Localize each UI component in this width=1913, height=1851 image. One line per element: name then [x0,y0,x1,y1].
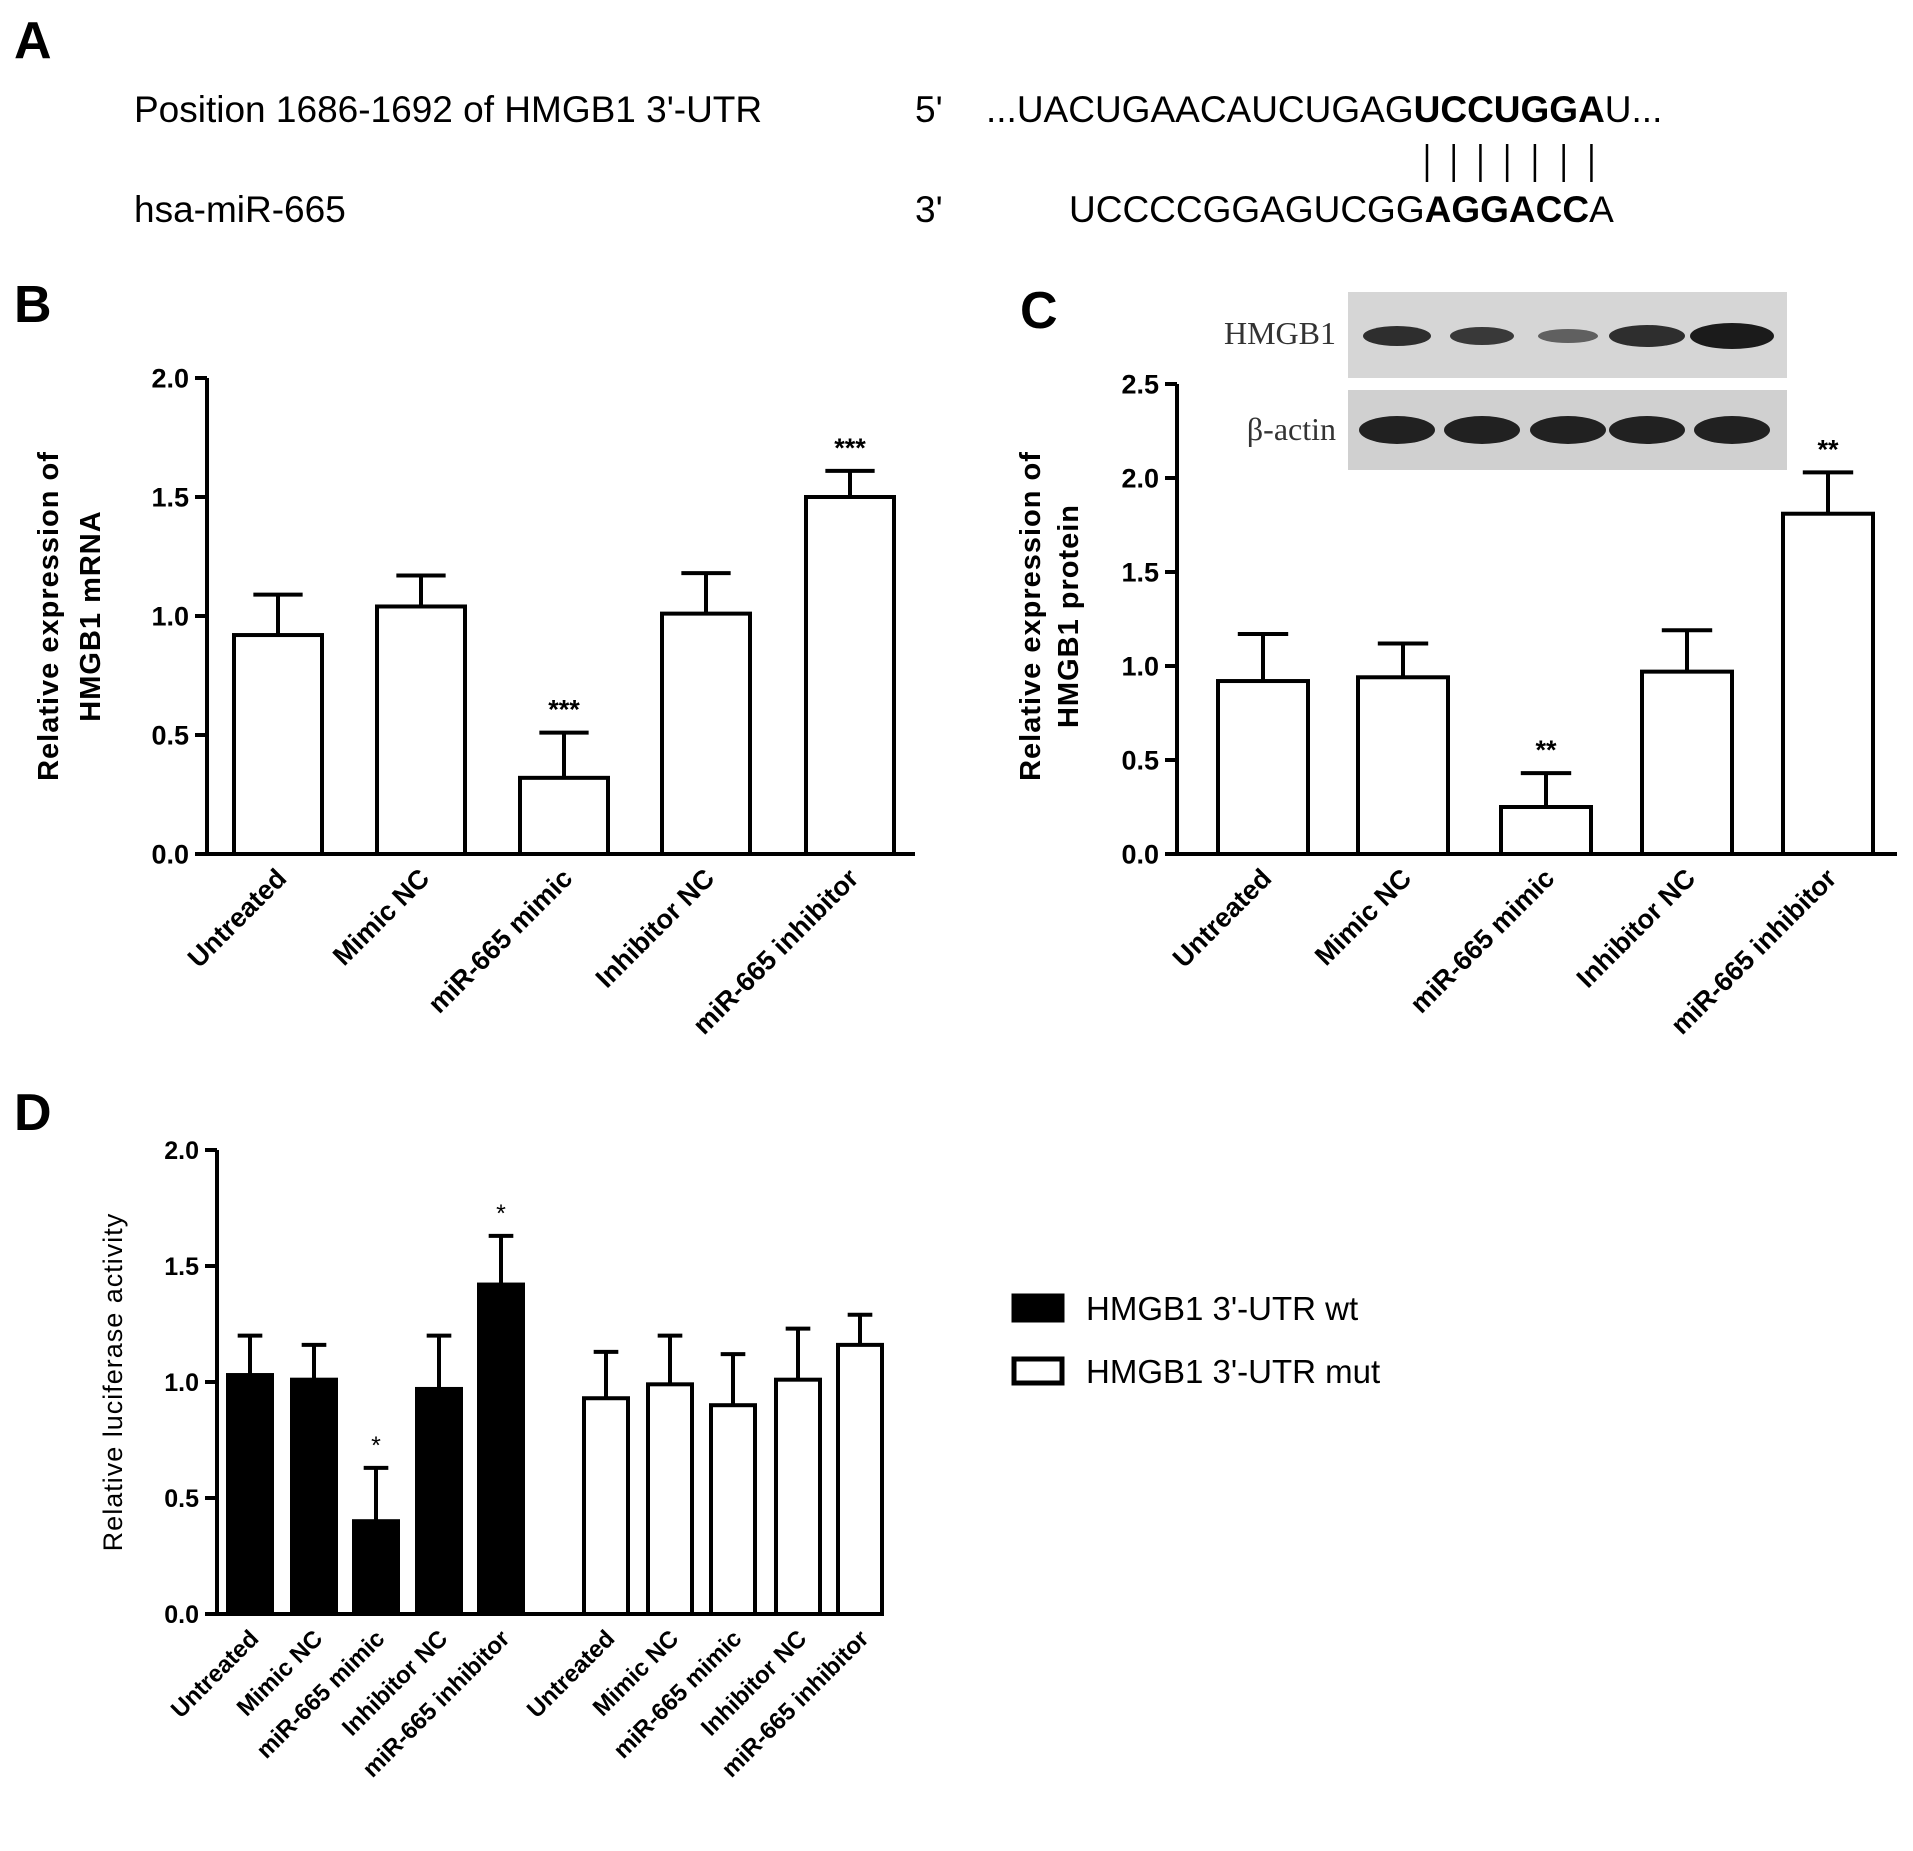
bar [1216,679,1310,856]
bar [660,611,752,856]
base-pairs [1425,144,1593,182]
x-tick-label: miR-665 mimic [422,863,578,1019]
significance: * [496,1200,506,1228]
bar [415,1386,463,1616]
y-tick-label: 1.0 [164,1369,199,1397]
x-tick-label: Inhibitor NC [590,863,720,993]
x-tick-label: Inhibitor NC [1571,863,1701,993]
y-tick-label: 0.0 [164,1601,199,1629]
bar [518,775,610,857]
legend-swatch [1011,1356,1065,1386]
sequence: UCCCCGGAGUCGGAGGACCA [1069,189,1614,230]
legend-swatch [1011,1293,1065,1323]
x-tick-label: miR-665 mimic [1404,863,1560,1019]
y-tick-label: 1.5 [164,1253,199,1281]
y-tick-label: 0.5 [151,721,189,751]
legend-label: HMGB1 3'-UTR mut [1086,1353,1380,1390]
sequence: ...UACUGAACAUCUGAGUCCUGGAU... [986,89,1662,130]
legend-label: HMGB1 3'-UTR wt [1086,1290,1358,1327]
blot-label: HMGB1 [1224,315,1336,351]
blot-band [1530,416,1606,444]
blot-band [1450,327,1514,345]
bar [804,495,896,856]
y-tick-label: 2.5 [1121,370,1159,400]
alignment-label: Position 1686-1692 of HMGB1 3'-UTR [134,89,762,130]
y-tick-label: 0.5 [1121,746,1159,776]
y-axis-label: HMGB1 mRNA [75,510,107,721]
bar [375,604,467,856]
sequence-part: UCCCCGGAGUCGG [1069,189,1425,230]
blot-band [1609,416,1685,444]
panel-label: B [14,276,52,334]
bar [232,633,324,856]
significance: ** [1535,735,1557,765]
seed-region: UCCUGGA [1414,89,1605,130]
bar [774,1377,822,1617]
y-tick-label: 0.5 [164,1485,199,1513]
bar [477,1282,525,1617]
panel-label: D [14,1084,52,1142]
y-tick-label: 0.0 [151,840,189,870]
bar [709,1403,757,1616]
y-tick-label: 1.5 [151,483,189,513]
y-axis-label: Relative luciferase activity [98,1213,128,1552]
blot-band [1690,323,1774,349]
bar [1781,511,1875,856]
sequence-part: ...UACUGAACAUCUGAG [986,89,1414,130]
blot-band [1363,326,1431,346]
strand-end: 3' [915,189,943,230]
western-blot: HMGB1 β-actin [1224,292,1787,470]
sequence-part: U... [1605,89,1663,130]
y-tick-label: 1.0 [151,602,189,632]
blot-band [1444,416,1520,444]
y-tick-label: 2.0 [151,364,189,394]
y-axis-label: Relative expression of [33,451,65,781]
blot-band [1538,329,1598,343]
panel-label: C [1020,282,1058,340]
blot-band [1359,416,1435,444]
x-tick-label: Untreated [182,863,292,973]
significance: ** [1817,434,1839,464]
seed-region: AGGACC [1425,189,1589,230]
bar [1640,669,1734,857]
y-tick-label: 2.0 [164,1137,199,1165]
significance: * [371,1432,381,1460]
y-axis-label: HMGB1 protein [1053,504,1085,728]
blot-band [1694,416,1770,444]
x-tick-label: Untreated [1167,863,1277,973]
blot-band [1609,325,1685,347]
bar [352,1519,400,1616]
y-tick-label: 1.0 [1121,652,1159,682]
blot-label: β-actin [1247,411,1336,447]
alignment-label: hsa-miR-665 [134,189,346,230]
bar [646,1382,694,1616]
y-tick-label: 2.0 [1121,464,1159,494]
bar [226,1373,274,1617]
bar [290,1377,338,1617]
significance: *** [834,433,866,463]
bar [1356,675,1450,857]
sequence-part: A [1589,189,1614,230]
y-axis-label: Relative expression of [1015,451,1047,781]
significance: *** [548,695,580,725]
x-tick-label: Mimic NC [1309,863,1417,971]
x-tick-label: Mimic NC [327,863,435,971]
strand-end: 5' [915,89,943,130]
bar [836,1342,884,1616]
panel-label: A [14,12,52,70]
y-tick-label: 1.5 [1121,558,1159,588]
bar [582,1396,630,1616]
y-tick-label: 0.0 [1121,840,1159,870]
bar [1499,805,1593,856]
